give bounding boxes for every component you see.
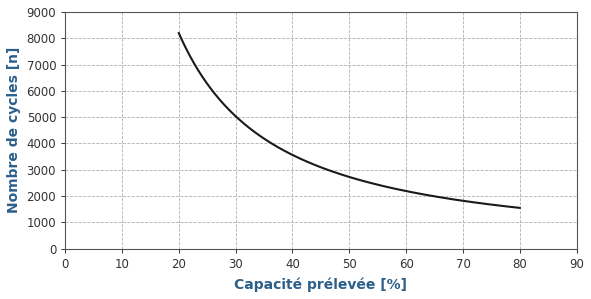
X-axis label: Capacité prélevée [%]: Capacité prélevée [%] bbox=[235, 277, 407, 292]
Y-axis label: Nombre de cycles [n]: Nombre de cycles [n] bbox=[7, 47, 21, 213]
